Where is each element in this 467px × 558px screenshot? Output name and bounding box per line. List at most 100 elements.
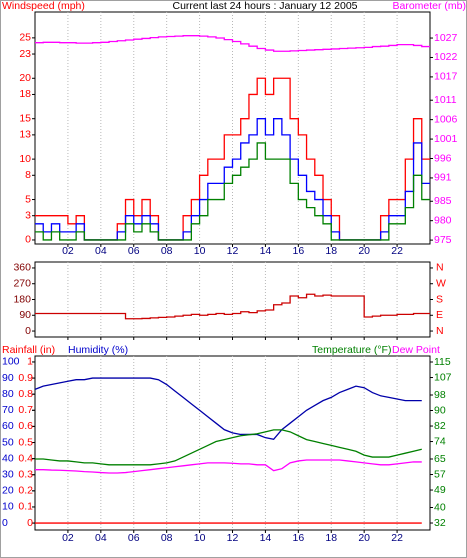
- y-tick-label: 10: [2, 501, 14, 513]
- x-tick-label: 14: [260, 245, 272, 257]
- y2-tick-label: 98: [434, 389, 446, 401]
- x-tick-label: 12: [227, 245, 239, 257]
- series-line: [34, 377, 422, 441]
- x-tick-label: 06: [128, 532, 140, 544]
- y2-tick-label: N: [436, 325, 444, 337]
- x-tick-label: 10: [194, 532, 206, 544]
- y-tick-label: 13: [19, 129, 31, 141]
- series-line: [35, 429, 422, 466]
- axis-title: Temperature (°F): [312, 344, 391, 356]
- y3-tick-label: 0.6: [18, 420, 33, 432]
- x-tick-label: 04: [95, 245, 107, 257]
- x-tick-label: 10: [194, 245, 206, 257]
- y-tick-label: 70: [2, 404, 14, 416]
- y-tick-label: 18: [19, 88, 31, 100]
- x-tick-label: 22: [391, 245, 403, 257]
- series-line: [35, 35, 430, 52]
- y2-tick-label: 980: [434, 214, 452, 226]
- x-tick-label: 02: [62, 245, 74, 257]
- x-tick-label: 06: [128, 245, 140, 257]
- y3-tick-label: 0: [27, 517, 33, 529]
- y-tick-label: 8: [25, 169, 31, 181]
- y-tick-label: 270: [13, 278, 31, 290]
- axis-title: Current last 24 hours : January 12 2005: [172, 0, 357, 12]
- y2-tick-label: 985: [434, 195, 452, 207]
- series-line: [35, 142, 430, 241]
- y2-tick-label: 1006: [434, 113, 458, 125]
- y-tick-label: 80: [2, 388, 14, 400]
- y2-tick-label: E: [436, 309, 443, 321]
- y-tick-label: 0: [2, 517, 8, 529]
- y2-tick-label: N: [436, 262, 444, 274]
- x-tick-label: 04: [95, 532, 107, 544]
- x-tick-label: 20: [358, 532, 370, 544]
- y3-tick-label: 0.2: [18, 485, 33, 497]
- axis-title: Humidity (%): [68, 344, 128, 356]
- y-tick-label: 15: [19, 112, 31, 124]
- y2-tick-label: 82: [434, 420, 446, 432]
- axis-title: Windspeed (mph): [2, 0, 85, 12]
- y-tick-label: 20: [2, 485, 14, 497]
- y-tick-label: 10: [19, 153, 31, 165]
- y-tick-label: 90: [2, 372, 14, 384]
- plot-area: [34, 11, 431, 245]
- axis-title: Barometer (mb): [392, 0, 466, 12]
- y-tick-label: 25: [19, 32, 31, 44]
- series-line: [35, 293, 430, 320]
- y2-tick-label: 1027: [434, 32, 458, 44]
- y-tick-label: 5: [25, 193, 31, 205]
- x-tick-label: 22: [391, 532, 403, 544]
- x-tick-label: 16: [292, 245, 304, 257]
- y3-tick-label: 0.3: [18, 469, 33, 481]
- y2-tick-label: 74: [434, 435, 446, 447]
- y2-tick-label: 49: [434, 484, 446, 496]
- y2-tick-label: S: [436, 293, 443, 305]
- y3-tick-label: 0.5: [18, 436, 33, 448]
- y-tick-label: 0: [25, 325, 31, 337]
- series-line: [35, 459, 422, 474]
- y2-tick-label: 1022: [434, 51, 458, 63]
- y2-tick-label: 1001: [434, 133, 458, 145]
- y2-tick-label: 57: [434, 468, 446, 480]
- y2-tick-label: 975: [434, 234, 452, 246]
- y-tick-label: 3: [25, 209, 31, 221]
- y2-tick-label: 991: [434, 172, 452, 184]
- axis-title: Dew Point: [392, 344, 440, 356]
- y2-tick-label: 107: [434, 371, 452, 383]
- y2-tick-label: 40: [434, 501, 446, 513]
- x-tick-label: 18: [325, 245, 337, 257]
- y3-tick-label: 0.7: [18, 404, 33, 416]
- y2-tick-label: 115: [434, 356, 451, 368]
- y-tick-label: 60: [2, 420, 14, 432]
- y3-tick-label: 0.8: [18, 388, 33, 400]
- x-tick-label: 08: [161, 532, 173, 544]
- y-tick-label: 360: [13, 262, 31, 274]
- y-tick-label: 40: [2, 452, 14, 464]
- axis-title: Rainfall (in): [2, 344, 55, 356]
- y3-tick-label: 0.1: [18, 501, 33, 513]
- y-tick-label: 50: [2, 436, 14, 448]
- y-tick-label: 23: [19, 48, 31, 60]
- y3-tick-label: 0.9: [18, 372, 33, 384]
- y-tick-label: 0: [25, 234, 31, 246]
- y2-tick-label: 32: [434, 517, 446, 529]
- y-tick-label: 20: [19, 72, 31, 84]
- y3-tick-label: 1: [27, 356, 33, 368]
- y2-tick-label: 1011: [434, 94, 457, 106]
- y2-tick-label: 1017: [434, 71, 458, 83]
- y-tick-label: 180: [13, 293, 31, 305]
- y2-tick-label: W: [436, 278, 446, 290]
- y2-tick-label: 996: [434, 152, 452, 164]
- y-tick-label: 100: [2, 356, 20, 368]
- y2-tick-label: 65: [434, 453, 446, 465]
- x-tick-label: 20: [358, 245, 370, 257]
- x-tick-label: 18: [325, 532, 337, 544]
- x-tick-label: 14: [260, 532, 272, 544]
- y-tick-label: 30: [2, 469, 14, 481]
- y-tick-label: 90: [19, 309, 31, 321]
- x-tick-label: 02: [62, 532, 74, 544]
- x-tick-label: 12: [227, 532, 239, 544]
- y3-tick-label: 0.4: [18, 452, 33, 464]
